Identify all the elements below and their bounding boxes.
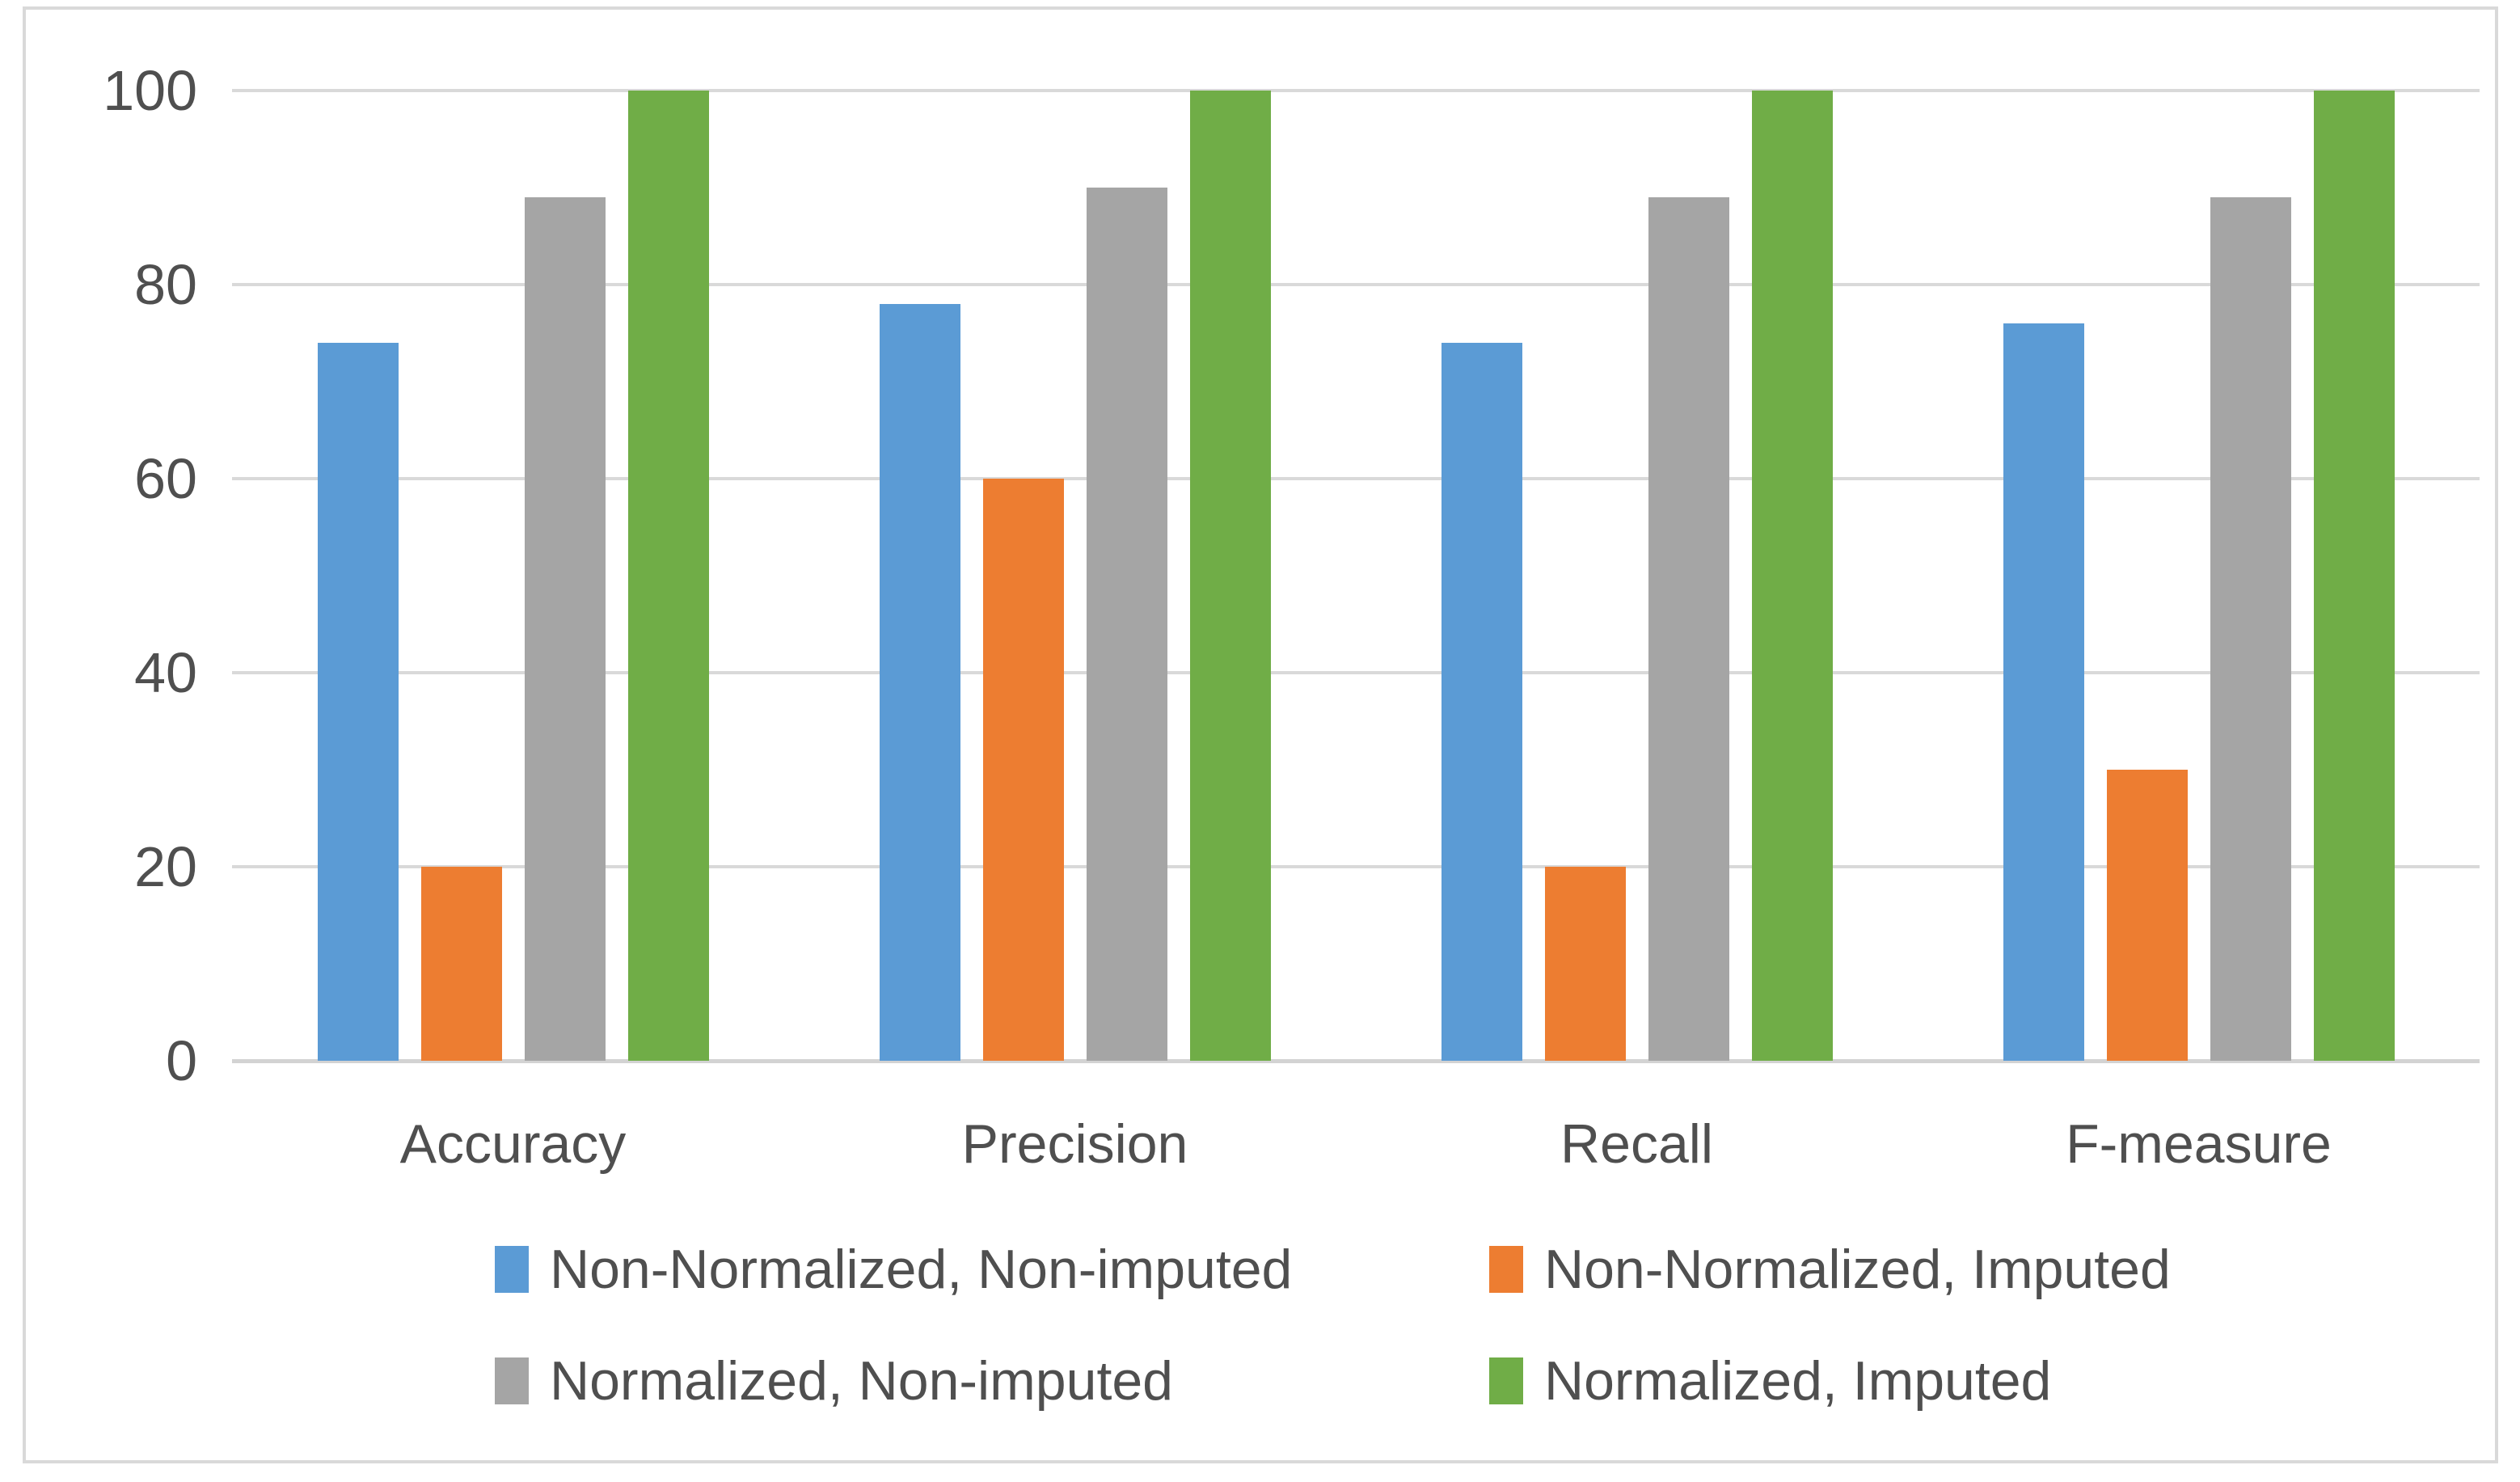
bar-accuracy-non-normalized-imputed bbox=[420, 867, 502, 1061]
x-axis-line bbox=[232, 1059, 2480, 1063]
bar-precision-normalized-imputed bbox=[1189, 91, 1271, 1061]
legend-swatch-icon bbox=[1489, 1246, 1523, 1293]
legend-item-non-normalized-imputed: Non-Normalized, Imputed bbox=[1489, 1232, 2217, 1307]
bar-f-measure-non-normalized-imputed bbox=[2106, 770, 2188, 1061]
bar-recall-non-normalized-non-imputed bbox=[1441, 343, 1522, 1061]
bar-accuracy-normalized-non-imputed bbox=[524, 197, 606, 1061]
bar-f-measure-normalized-imputed bbox=[2313, 91, 2395, 1061]
legend-label: Normalized, Non-imputed bbox=[550, 1350, 1173, 1412]
gridline-20 bbox=[232, 865, 2480, 868]
y-tick-label-20: 20 bbox=[134, 835, 197, 898]
bar-recall-non-normalized-imputed bbox=[1544, 867, 1626, 1061]
bar-recall-normalized-non-imputed bbox=[1648, 197, 1729, 1061]
legend-label: Non-Normalized, Imputed bbox=[1544, 1239, 2171, 1300]
bar-f-measure-normalized-non-imputed bbox=[2210, 197, 2291, 1061]
legend-label: Normalized, Imputed bbox=[1544, 1350, 2052, 1412]
chart-frame: 0 20 40 60 80 100 Accuracy Precision Recall F-me… bbox=[23, 6, 2498, 1463]
bar-group-f-measure bbox=[1918, 91, 2480, 1061]
gridline-40 bbox=[232, 671, 2480, 674]
y-tick-label-80: 80 bbox=[134, 253, 197, 316]
gridline-80 bbox=[232, 283, 2480, 286]
legend-swatch-icon bbox=[495, 1357, 529, 1404]
bar-f-measure-non-normalized-non-imputed bbox=[2003, 323, 2084, 1061]
category-label-f-measure: F-measure bbox=[2066, 1113, 2332, 1175]
bar-group-recall bbox=[1356, 91, 1918, 1061]
bar-accuracy-normalized-imputed bbox=[627, 91, 709, 1061]
legend-item-normalized-non-imputed: Normalized, Non-imputed bbox=[495, 1344, 1489, 1418]
legend-swatch-icon bbox=[1489, 1357, 1523, 1404]
legend-item-normalized-imputed: Normalized, Imputed bbox=[1489, 1344, 2217, 1418]
bar-group-accuracy bbox=[232, 91, 794, 1061]
y-tick-label-0: 0 bbox=[166, 1029, 197, 1092]
bar-group-precision bbox=[794, 91, 1356, 1061]
gridline-60 bbox=[232, 477, 2480, 480]
legend-item-non-normalized-non-imputed: Non-Normalized, Non-imputed bbox=[495, 1232, 1489, 1307]
category-label-recall: Recall bbox=[1560, 1113, 1713, 1175]
bar-precision-non-normalized-non-imputed bbox=[879, 304, 960, 1061]
bar-recall-normalized-imputed bbox=[1751, 91, 1833, 1061]
y-tick-label-40: 40 bbox=[134, 641, 197, 704]
bar-precision-normalized-non-imputed bbox=[1086, 188, 1167, 1061]
plot-area bbox=[232, 89, 2480, 1063]
legend-label: Non-Normalized, Non-imputed bbox=[550, 1239, 1293, 1300]
legend-swatch-icon bbox=[495, 1246, 529, 1293]
y-tick-label-100: 100 bbox=[103, 59, 197, 122]
category-label-precision: Precision bbox=[961, 1113, 1188, 1175]
legend: Non-Normalized, Non-imputed Non-Normalize… bbox=[232, 1232, 2480, 1418]
gridline-100 bbox=[232, 89, 2480, 92]
y-tick-label-60: 60 bbox=[134, 447, 197, 510]
bar-accuracy-non-normalized-non-imputed bbox=[317, 343, 399, 1061]
category-label-accuracy: Accuracy bbox=[399, 1113, 627, 1175]
bar-precision-non-normalized-imputed bbox=[982, 479, 1064, 1061]
